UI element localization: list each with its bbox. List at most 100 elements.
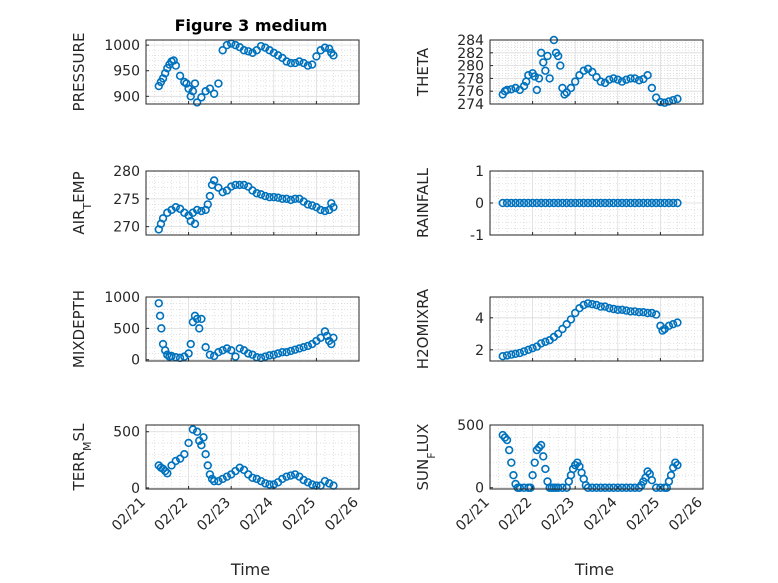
y-tick-label: 276 (457, 84, 484, 100)
data-point (539, 58, 548, 67)
data-point (290, 58, 300, 68)
data-point (320, 476, 330, 486)
data-point (320, 43, 330, 52)
data-point (528, 344, 537, 353)
axes-background (146, 171, 359, 235)
data-point (188, 86, 198, 96)
data-point (536, 440, 546, 450)
data-point (498, 198, 507, 208)
data-point (626, 307, 635, 316)
data-point (530, 458, 539, 467)
data-point (252, 474, 261, 484)
figure-title: Figure 3 medium (175, 16, 328, 35)
data-point (329, 202, 338, 212)
data-point (526, 483, 535, 492)
data-point (188, 425, 198, 434)
data-point (541, 66, 550, 75)
data-point (205, 470, 215, 479)
data-point (617, 483, 627, 492)
data-point (186, 92, 195, 101)
data-point (609, 198, 618, 208)
data-point (575, 198, 584, 208)
data-point (239, 465, 249, 475)
data-point (605, 304, 614, 313)
data-point (651, 93, 661, 102)
data-point (673, 198, 682, 208)
data-point (560, 90, 569, 99)
data-point (600, 483, 610, 492)
data-point (282, 348, 291, 357)
data-point (320, 206, 330, 216)
data-point (190, 79, 200, 88)
data-point (155, 311, 165, 321)
data-point (320, 327, 330, 336)
subplot-rainfall: -1 0 1 RAINFALL (414, 164, 704, 244)
data-point (265, 351, 274, 360)
data-point (197, 93, 206, 102)
data-point (579, 66, 588, 75)
data-point (566, 83, 576, 93)
x-axis-label: Time (574, 560, 614, 579)
data-point (235, 180, 244, 190)
data-point (303, 61, 313, 70)
data-point (528, 470, 537, 480)
data-point (570, 308, 580, 318)
data-point (660, 198, 669, 208)
data-point (660, 98, 669, 107)
data-point (160, 466, 170, 476)
data-point (190, 219, 200, 229)
data-point (668, 198, 678, 208)
data-point (566, 315, 576, 324)
data-point (630, 307, 640, 316)
y-tick-label: 1 (475, 164, 484, 180)
data-point (282, 57, 291, 66)
data-point (558, 198, 567, 208)
data-point (286, 346, 296, 356)
data-point (222, 472, 232, 481)
data-point (600, 198, 610, 208)
data-point (647, 83, 657, 93)
data-point (154, 299, 163, 308)
y-tick-label: 4 (475, 311, 484, 327)
x-tick-label: 02/23 (538, 495, 578, 535)
subplot-pressure: 900 950 1000 PRESSURE (70, 33, 360, 111)
data-point (511, 349, 520, 358)
data-point (536, 198, 546, 208)
data-point (558, 324, 567, 334)
data-point (553, 198, 563, 208)
y-tick-label: 0 (475, 481, 484, 497)
data-point (524, 345, 533, 354)
data-point (195, 324, 204, 333)
data-point (592, 198, 601, 208)
x-tick-label: 02/23 (194, 495, 234, 535)
x-tick-label: 02/24 (237, 494, 277, 534)
data-point (265, 192, 274, 202)
data-point (596, 302, 605, 311)
y-tick-label: 2 (475, 343, 484, 359)
data-point (596, 77, 605, 86)
data-point (169, 56, 178, 65)
y-tick-label: 284 (457, 33, 484, 49)
y-axis-label: RAINFALL (414, 167, 432, 238)
data-point (203, 461, 212, 470)
data-point (609, 304, 618, 314)
data-point (205, 191, 215, 201)
data-point (278, 348, 287, 357)
data-point (502, 85, 512, 95)
data-point (617, 305, 627, 314)
x-tick-label: 02/24 (581, 494, 621, 534)
data-point (222, 40, 232, 50)
subplot-mixdepth: 0 500 1000 MIXDEPTH (70, 290, 360, 369)
data-point (664, 321, 674, 330)
data-point (290, 345, 300, 354)
data-point (192, 314, 202, 324)
data-point (519, 347, 529, 356)
data-point (630, 74, 640, 83)
data-point (647, 198, 657, 208)
data-point (214, 183, 223, 192)
data-point (562, 320, 571, 329)
y-tick-label: 1000 (104, 38, 140, 54)
data-point (605, 75, 614, 84)
data-point (647, 308, 657, 318)
y-tick-label: 900 (113, 89, 140, 105)
